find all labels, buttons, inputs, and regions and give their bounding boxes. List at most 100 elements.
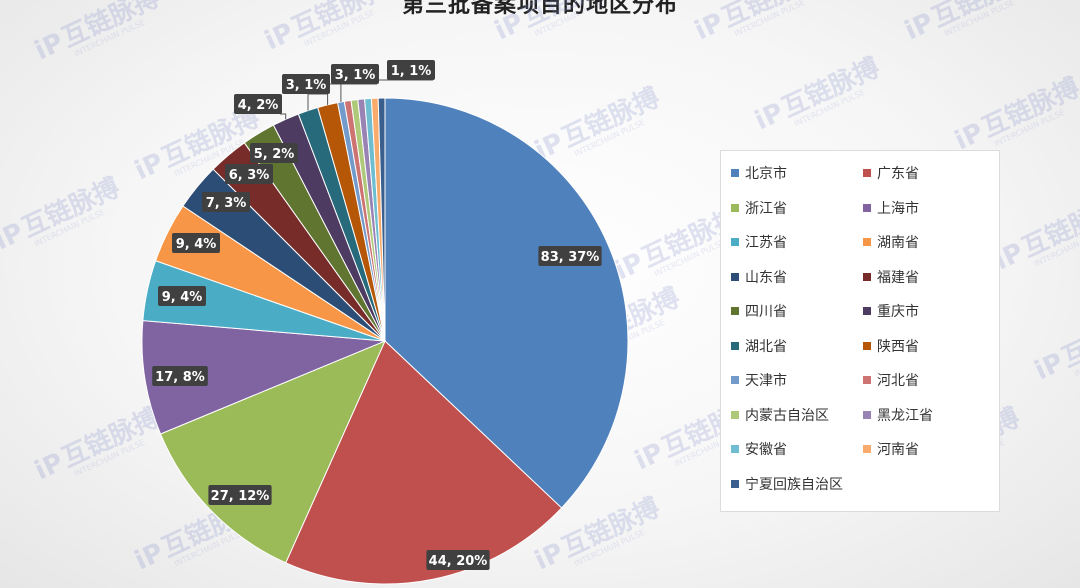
watermark-text: 互链脉搏: [557, 492, 664, 564]
data-label-4: 9, 4%: [162, 290, 203, 305]
watermark-text: 互链脉搏: [57, 0, 164, 54]
legend-item: 河南省: [863, 439, 919, 459]
legend-item: 江苏省: [731, 232, 787, 252]
data-label-0: 83, 37%: [541, 250, 600, 265]
watermark-text: 互链脉搏: [777, 52, 884, 124]
data-label-2: 27, 12%: [211, 489, 270, 504]
legend-label: 安徽省: [745, 442, 787, 458]
legend-label: 黑龙江省: [877, 407, 933, 424]
legend-swatch: [731, 410, 739, 419]
legend-item: 湖北省: [731, 336, 787, 356]
data-label-bg-4: [158, 286, 206, 306]
data-label-bg-7: [225, 164, 273, 184]
pie-slice-3: [141, 320, 386, 435]
legend-label: 浙江省: [745, 200, 787, 217]
legend-item: 四川省: [731, 301, 787, 321]
legend-swatch: [731, 479, 739, 488]
pie-slices: [141, 97, 629, 585]
legend-swatch: [731, 445, 739, 453]
legend-item: 福建省: [863, 267, 919, 287]
data-label-12: 1, 1%: [391, 64, 432, 79]
data-label-bg-8: [250, 143, 298, 163]
legend-label: 天津市: [745, 373, 787, 389]
legend-label: 湖北省: [745, 338, 787, 355]
legend-label: 福建省: [877, 269, 919, 286]
legend-swatch: [863, 307, 871, 315]
legend-swatch: [863, 238, 871, 246]
legend-swatch: [863, 410, 871, 419]
legend-label: 河南省: [877, 442, 919, 458]
data-label-10: 3, 1%: [286, 78, 327, 93]
data-label-bg-12: [387, 60, 435, 80]
pie-slice-1: [285, 340, 563, 585]
data-label-bg-0: [538, 246, 602, 266]
watermark-text: 互链脉搏: [57, 402, 164, 474]
legend-swatch: [731, 203, 739, 212]
legend-label: 北京市: [745, 166, 787, 182]
chart-title: 第三批备案项目的地区分布: [401, 0, 678, 18]
legend-item: 内蒙古自治区: [731, 405, 829, 425]
legend-swatch: [863, 376, 871, 384]
data-label-bg-2: [208, 485, 272, 505]
watermark-text: 互链脉搏: [17, 172, 124, 244]
data-label-3: 17, 8%: [155, 370, 205, 385]
legend-item: 浙江省: [731, 198, 787, 218]
legend-label: 重庆市: [877, 304, 919, 320]
legend-swatch: [863, 341, 871, 350]
legend-item: 广东省: [863, 163, 919, 183]
legend-label: 宁夏回族自治区: [745, 476, 843, 493]
legend-item: 天津市: [731, 370, 787, 390]
legend-item: 山东省: [731, 267, 787, 287]
data-label-9: 4, 2%: [238, 98, 279, 113]
data-label-bg-1: [426, 550, 490, 570]
legend-item: 湖南省: [863, 232, 919, 252]
legend-swatch: [863, 272, 871, 281]
data-label-11: 3, 1%: [335, 68, 376, 83]
data-labels: 83, 37% 44, 20% 27, 12% 17, 8% 9, 4% 9, 4% 7, …: [152, 60, 602, 570]
pie-slice-18: [377, 97, 386, 342]
watermark-text: 互链脉搏: [557, 82, 664, 154]
data-label-bg-11: [331, 64, 379, 84]
legend-swatch: [731, 376, 739, 384]
data-label-1: 44, 20%: [429, 554, 488, 569]
legend-swatch: [731, 307, 739, 315]
legend-label: 江苏省: [745, 235, 787, 251]
legend-swatch: [863, 203, 871, 212]
legend-label: 河北省: [877, 373, 919, 389]
legend-label: 陕西省: [877, 338, 919, 355]
legend-label: 山东省: [745, 269, 787, 286]
legend-item: 河北省: [863, 370, 919, 390]
legend-swatch: [863, 169, 871, 177]
data-label-bg-3: [152, 366, 208, 386]
leader-line-9: [280, 113, 287, 120]
data-label-bg-6: [202, 192, 250, 212]
legend-swatch: [731, 341, 739, 350]
pie-slice-2: [159, 340, 386, 564]
legend-item: 陕西省: [863, 336, 919, 356]
legend-label: 上海市: [877, 200, 919, 217]
data-label-bg-9: [234, 94, 282, 114]
legend-item: 重庆市: [863, 301, 919, 321]
legend-item: 上海市: [863, 198, 919, 218]
legend-swatch: [731, 169, 739, 177]
legend-swatch: [731, 272, 739, 281]
data-label-6: 7, 3%: [206, 196, 247, 211]
legend-item: 安徽省: [731, 439, 787, 459]
legend-label: 湖南省: [877, 235, 919, 251]
data-label-5: 9, 4%: [176, 237, 217, 252]
data-label-7: 6, 3%: [229, 168, 270, 183]
legend-item: 宁夏回族自治区: [731, 474, 843, 494]
pie-slice-0: [384, 97, 629, 509]
legend-item: 北京市: [731, 163, 787, 183]
data-label-bg-5: [172, 233, 220, 253]
